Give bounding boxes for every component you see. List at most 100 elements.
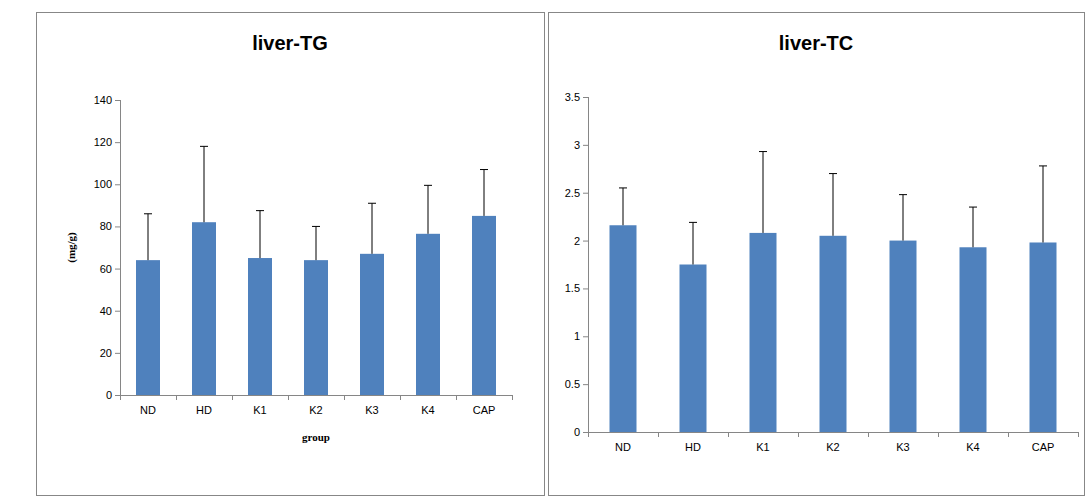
- y-tick-label: 80: [100, 220, 112, 232]
- y-tick-label: 140: [94, 94, 112, 106]
- chart-title: liver-TC: [779, 32, 853, 54]
- x-tick: [288, 395, 289, 400]
- error-stem: [903, 195, 904, 241]
- panel-frame: [37, 13, 545, 496]
- error-stem: [148, 214, 149, 260]
- x-tick: [658, 432, 659, 437]
- bar: [680, 265, 707, 433]
- x-tick: [232, 395, 233, 400]
- bar: [472, 216, 496, 395]
- x-tick: [1008, 432, 1009, 437]
- error-bar: [424, 185, 432, 233]
- error-bar: [619, 188, 627, 225]
- y-axis-label: (mg/g): [65, 232, 78, 263]
- y-axis-line: [588, 97, 589, 432]
- x-tick-label: K3: [896, 441, 909, 453]
- error-bar: [312, 226, 320, 260]
- bar: [750, 233, 777, 432]
- error-stem: [316, 226, 317, 260]
- chart-title: liver-TG: [252, 32, 328, 54]
- bar: [1030, 242, 1057, 432]
- x-tick-label: K4: [966, 441, 979, 453]
- error-bar: [899, 195, 907, 241]
- error-bar: [969, 207, 977, 247]
- error-cap: [256, 210, 264, 211]
- y-tick-label: 20: [100, 347, 112, 359]
- y-tick-label: 0: [574, 426, 580, 438]
- y-tick: [583, 241, 588, 242]
- bar: [136, 260, 160, 395]
- bar: [890, 241, 917, 432]
- y-tick: [115, 184, 120, 185]
- error-cap: [1039, 165, 1047, 166]
- error-stem: [484, 170, 485, 216]
- error-cap: [969, 207, 977, 208]
- x-tick: [344, 395, 345, 400]
- x-axis-line: [120, 395, 512, 396]
- bar: [360, 254, 384, 395]
- y-tick: [583, 145, 588, 146]
- error-stem: [973, 207, 974, 247]
- y-tick-label: 40: [100, 305, 112, 317]
- error-cap: [619, 187, 627, 188]
- y-tick-label: 2: [574, 235, 580, 247]
- error-cap: [829, 173, 837, 174]
- x-tick: [938, 432, 939, 437]
- y-tick: [583, 432, 588, 433]
- panel-frame: [549, 13, 1085, 496]
- x-tick: [588, 432, 589, 437]
- y-tick: [115, 226, 120, 227]
- error-cap: [312, 226, 320, 227]
- y-tick-label: 120: [94, 136, 112, 148]
- error-bar: [480, 170, 488, 216]
- y-tick: [115, 353, 120, 354]
- y-tick-label: 0: [106, 389, 112, 401]
- x-tick-label: ND: [615, 441, 631, 453]
- error-stem: [204, 146, 205, 222]
- x-axis-line: [588, 432, 1078, 433]
- x-tick: [868, 432, 869, 437]
- bar: [610, 225, 637, 432]
- bar: [416, 234, 440, 395]
- error-stem: [693, 222, 694, 264]
- y-tick: [583, 384, 588, 385]
- error-stem: [372, 203, 373, 254]
- root: liver-TG020406080100120140NDHDK1K2K3K4CA…: [0, 0, 1088, 500]
- x-tick-label: HD: [685, 441, 701, 453]
- bar: [820, 236, 847, 432]
- error-cap: [480, 169, 488, 170]
- y-axis-line: [120, 100, 121, 395]
- y-tick: [583, 97, 588, 98]
- error-stem: [260, 211, 261, 258]
- y-tick-label: 0.5: [565, 378, 580, 390]
- error-bar: [144, 214, 152, 260]
- error-stem: [763, 152, 764, 233]
- x-tick: [176, 395, 177, 400]
- y-tick-label: 3.5: [565, 91, 580, 103]
- y-tick-label: 100: [94, 178, 112, 190]
- error-stem: [833, 174, 834, 236]
- error-cap: [689, 222, 697, 223]
- error-bar: [829, 174, 837, 236]
- x-tick-label: ND: [140, 404, 156, 416]
- error-cap: [200, 146, 208, 147]
- y-tick: [115, 269, 120, 270]
- error-bar: [689, 222, 697, 264]
- x-tick-label: K1: [756, 441, 769, 453]
- error-stem: [428, 185, 429, 233]
- error-bar: [200, 146, 208, 222]
- y-tick: [115, 311, 120, 312]
- x-tick-label: K4: [421, 404, 434, 416]
- x-tick-label: K2: [826, 441, 839, 453]
- bar: [248, 258, 272, 395]
- x-axis-label: group: [302, 431, 330, 443]
- y-tick-label: 60: [100, 263, 112, 275]
- bar: [192, 222, 216, 395]
- error-bar: [759, 152, 767, 233]
- error-cap: [368, 203, 376, 204]
- error-cap: [424, 185, 432, 186]
- bar: [960, 247, 987, 432]
- x-tick-label: K3: [365, 404, 378, 416]
- error-stem: [1043, 166, 1044, 243]
- x-tick-label: CAP: [1032, 441, 1055, 453]
